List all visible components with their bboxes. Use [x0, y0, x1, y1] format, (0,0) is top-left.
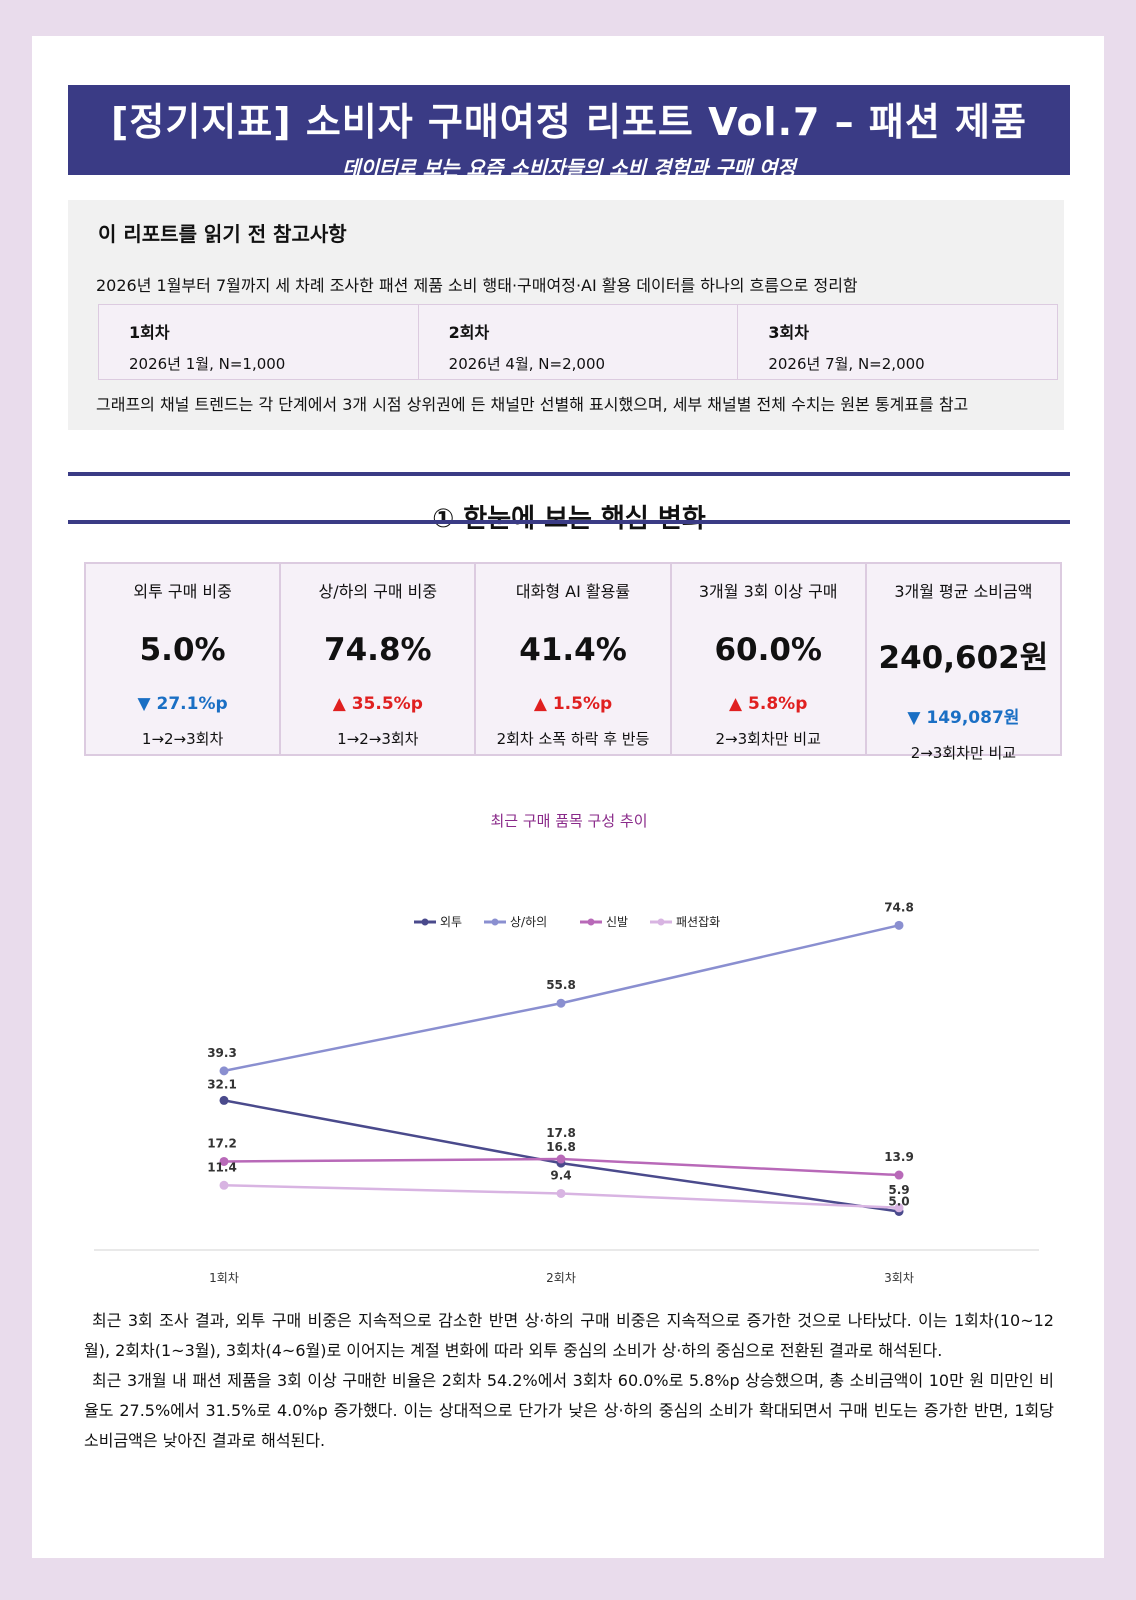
kpi-label: 3개월 3회 이상 구매: [698, 582, 838, 601]
x-tick-label: 1회차: [209, 1271, 239, 1285]
kpi-cards: 외투 구매 비중 5.0% ▼ 27.1%p 1→2→3회차 상/하의 구매 비…: [84, 562, 1062, 762]
kpi-note: 1→2→3회차: [337, 730, 419, 748]
data-point: [894, 1170, 904, 1180]
data-label: 5.9: [888, 1183, 909, 1197]
data-label: 17.8: [546, 1126, 576, 1140]
round-name: 3회차: [768, 323, 809, 342]
kpi-label: 외투 구매 비중: [133, 582, 232, 601]
kpi-change: ▲ 1.5%p: [533, 694, 613, 714]
report-page: [정기지표] 소비자 구매여정 리포트 Vol.7 – 패션 제품 데이터로 보…: [32, 36, 1104, 1558]
round-cell: 1회차 2026년 1월, N=1,000: [99, 305, 419, 379]
section-bottom-rule: [68, 520, 1070, 524]
data-label: 9.4: [550, 1168, 571, 1182]
round-detail: 2026년 1월, N=1,000: [129, 355, 286, 373]
kpi-label: 대화형 AI 활용률: [515, 582, 631, 601]
body-text: 최근 3회 조사 결과, 외투 구매 비중은 지속적으로 감소한 반면 상·하의…: [84, 1306, 1054, 1456]
data-point: [894, 920, 904, 930]
notes-description: 2026년 1월부터 7월까지 세 차례 조사한 패션 제품 소비 행태·구매여…: [96, 276, 858, 295]
data-label: 16.8: [546, 1140, 576, 1154]
data-point: [219, 1156, 229, 1166]
kpi-value: 5.0%: [139, 632, 226, 668]
kpi-change: ▲ 5.8%p: [729, 694, 808, 714]
data-point: [219, 1095, 229, 1105]
kpi-card: 3개월 평균 소비금액 240,602원 ▼ 149,087원 2→3회차만 비…: [867, 564, 1060, 762]
data-point: [219, 1066, 229, 1076]
legend-label: 외투: [440, 915, 462, 929]
round-detail: 2026년 7월, N=2,000: [768, 355, 925, 373]
chart-title: 최근 구매 품목 구성 추이: [490, 812, 648, 830]
notes-heading: 이 리포트를 읽기 전 참고사항: [98, 222, 347, 246]
kpi-card: 3개월 3회 이상 구매 60.0% ▲ 5.8%p 2→3회차만 비교: [672, 564, 867, 754]
survey-rounds-table: 1회차 2026년 1월, N=1,000 2회차 2026년 4월, N=2,…: [98, 304, 1058, 380]
report-title-banner: [정기지표] 소비자 구매여정 리포트 Vol.7 – 패션 제품 데이터로 보…: [68, 85, 1070, 180]
reference-notes-box: 이 리포트를 읽기 전 참고사항 2026년 1월부터 7월까지 세 차례 조사…: [68, 200, 1064, 430]
body-paragraph: 최근 3회 조사 결과, 외투 구매 비중은 지속적으로 감소한 반면 상·하의…: [84, 1311, 1054, 1360]
kpi-note: 2→3회차만 비교: [910, 744, 1017, 762]
kpi-value: 41.4%: [519, 632, 627, 668]
legend-marker: [657, 918, 665, 926]
data-label: 5.0: [888, 1195, 909, 1209]
kpi-value: 74.8%: [324, 632, 432, 668]
data-point: [556, 1154, 566, 1164]
kpi-card: 대화형 AI 활용률 41.4% ▲ 1.5%p 2회차 소폭 하락 후 반등: [476, 564, 672, 754]
legend-label: 신발: [606, 915, 628, 929]
legend-marker: [587, 918, 595, 926]
legend-marker: [491, 918, 499, 926]
round-detail: 2026년 4월, N=2,000: [448, 355, 606, 373]
data-label: 32.1: [207, 1077, 237, 1091]
body-paragraph: 최근 3개월 내 패션 제품을 3회 이상 구매한 비율은 2회차 54.2%에…: [84, 1371, 1054, 1450]
series-line: [223, 924, 900, 1073]
report-subtitle: 데이터로 보는 요즘 소비자들의 소비 경험과 구매 여정: [342, 156, 796, 180]
kpi-change: ▲ 35.5%p: [332, 694, 423, 714]
round-cell: 2회차 2026년 4월, N=2,000: [419, 305, 739, 379]
data-label: 55.8: [546, 978, 576, 992]
x-tick-label: 3회차: [884, 1271, 914, 1285]
data-point: [894, 1203, 904, 1213]
legend-label: 상/하의: [510, 915, 547, 929]
kpi-note: 1→2→3회차: [141, 730, 224, 748]
x-tick-label: 2회차: [546, 1271, 576, 1285]
report-title: [정기지표] 소비자 구매여정 리포트 Vol.7 – 패션 제품: [111, 100, 1027, 144]
kpi-label: 3개월 평균 소비금액: [894, 582, 1033, 601]
legend-label: 패션잡화: [676, 915, 720, 929]
kpi-value: 60.0%: [714, 632, 822, 668]
kpi-note: 2→3회차만 비교: [715, 730, 821, 748]
section-top-rule: [68, 472, 1070, 476]
round-cell: 3회차 2026년 7월, N=2,000: [738, 305, 1057, 379]
round-name: 1회차: [129, 323, 170, 342]
section-title: ① 한눈에 보는 핵심 변화: [432, 504, 706, 534]
kpi-card: 상/하의 구매 비중 74.8% ▲ 35.5%p 1→2→3회차: [281, 564, 477, 754]
kpi-value: 240,602원: [878, 640, 1049, 676]
data-label: 74.8: [884, 900, 914, 914]
kpi-note: 2회차 소폭 하락 후 반등: [496, 730, 650, 748]
kpi-change: ▼ 27.1%p: [137, 694, 228, 714]
kpi-change: ▼ 149,087원: [907, 708, 1020, 728]
data-label: 17.2: [207, 1136, 237, 1150]
kpi-label: 상/하의 구매 비중: [318, 582, 438, 601]
kpi-card: 외투 구매 비중 5.0% ▼ 27.1%p 1→2→3회차: [86, 564, 282, 754]
data-label: 39.3: [207, 1046, 237, 1060]
data-point: [556, 1188, 566, 1198]
notes-footnote: 그래프의 채널 트렌드는 각 단계에서 3개 시점 상위권에 든 채널만 선별해…: [96, 395, 969, 414]
data-point: [556, 998, 566, 1008]
legend-marker: [421, 918, 429, 926]
round-name: 2회차: [448, 323, 490, 342]
data-label: 11.4: [207, 1160, 237, 1174]
data-point: [219, 1180, 229, 1190]
purchase-category-line-chart: 1회차 2회차 3회차 외투 상/하의 신발 패션잡화 32.1 16.8 5.0 39.3 55.8…: [94, 900, 1039, 1285]
data-label: 13.9: [884, 1150, 914, 1164]
